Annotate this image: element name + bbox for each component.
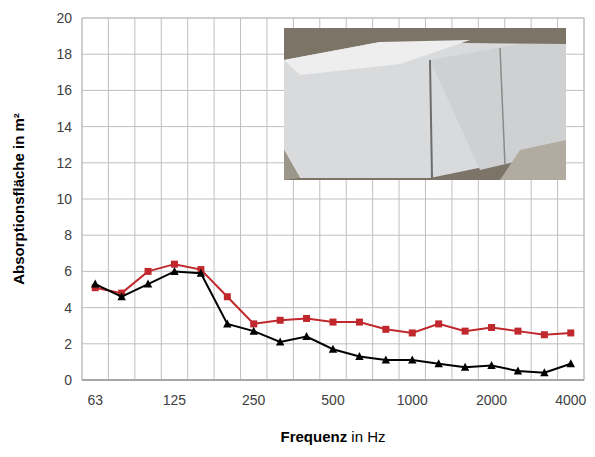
y-tick-label: 20: [56, 10, 72, 26]
marker: [540, 368, 548, 376]
marker: [197, 269, 205, 277]
marker: [514, 328, 521, 335]
marker: [303, 315, 310, 322]
marker: [117, 292, 125, 300]
x-tick-label: 63: [87, 392, 103, 408]
grid-line-y: [82, 343, 584, 344]
series-line: [95, 271, 571, 372]
marker: [567, 329, 574, 336]
x-tick-label: 4000: [555, 392, 586, 408]
marker: [144, 280, 152, 288]
grid-line-y: [82, 271, 584, 272]
marker: [170, 267, 178, 275]
marker: [329, 345, 337, 353]
photo: [284, 28, 566, 180]
marker: [488, 324, 495, 331]
x-tick-label: 1000: [397, 392, 428, 408]
background: [0, 0, 595, 457]
y-tick-label: 12: [56, 155, 72, 171]
marker: [223, 319, 231, 327]
marker: [435, 320, 442, 327]
x-tick-label: 250: [242, 392, 266, 408]
marker: [382, 356, 390, 364]
y-tick-label: 8: [64, 227, 72, 243]
photo-background: [284, 28, 566, 180]
marker: [462, 328, 469, 335]
x-axis-title: Frequenz in Hz: [280, 428, 385, 445]
marker: [409, 329, 416, 336]
photo-ground: [500, 140, 566, 180]
y-tick-label: 4: [64, 300, 72, 316]
marker: [434, 359, 442, 367]
y-tick-label: 6: [64, 263, 72, 279]
y-tick-label: 18: [56, 46, 72, 62]
grid-line-y: [82, 307, 584, 308]
y-tick-label: 14: [56, 119, 72, 135]
x-tick-label: 2000: [476, 392, 507, 408]
marker: [302, 332, 310, 340]
marker: [250, 320, 257, 327]
grid-line-y: [82, 380, 584, 381]
marker: [382, 326, 389, 333]
x-axis-line: [82, 380, 584, 381]
photo-joint: [500, 48, 505, 165]
y-tick-label: 10: [56, 191, 72, 207]
marker: [330, 319, 337, 326]
marker: [91, 280, 99, 288]
marker: [224, 293, 231, 300]
marker: [461, 363, 469, 371]
marker: [567, 359, 575, 367]
x-tick-label: 500: [321, 392, 345, 408]
photo-joint: [430, 60, 432, 178]
y-tick-label: 2: [64, 336, 72, 352]
photo-ground: [284, 150, 300, 180]
y-tick-label: 0: [64, 372, 72, 388]
marker: [487, 361, 495, 369]
x-tick-label: 125: [163, 392, 187, 408]
marker: [541, 331, 548, 338]
marker: [276, 337, 284, 345]
plot-frame: [82, 18, 584, 380]
marker: [355, 352, 363, 360]
marker: [250, 327, 258, 335]
grid-line-y: [82, 199, 584, 200]
plot-area: [91, 261, 575, 377]
y-tick-label: 16: [56, 82, 72, 98]
marker: [514, 366, 522, 374]
chart: 0 2 4 6 8 10 12 14 16 18 20 63 125 250 500 1000 2000 4000…: [0, 0, 595, 457]
marker: [171, 261, 178, 268]
marker: [356, 319, 363, 326]
marker: [145, 268, 152, 275]
y-axis-title: Absorptionsfläche in m²: [10, 113, 27, 285]
grid-line-y: [82, 235, 584, 236]
marker: [408, 356, 416, 364]
marker: [277, 317, 284, 324]
